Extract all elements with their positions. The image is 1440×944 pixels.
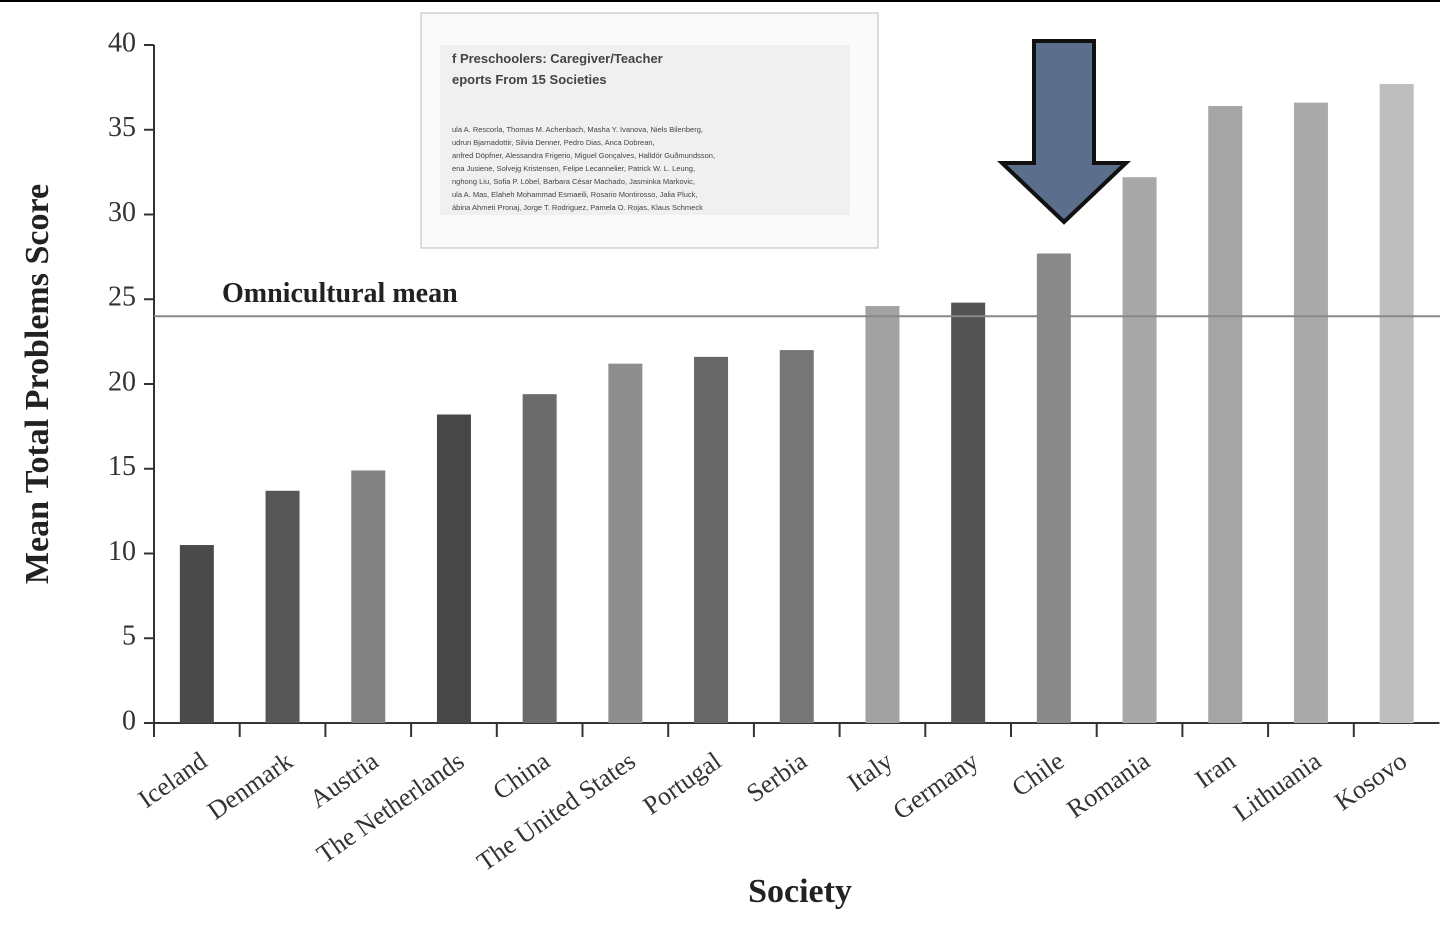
inset-author-line: ula A. Mas, Elaheh Mohammad Esmaeili, Ro… (452, 190, 698, 199)
x-tick-label: Kosovo (1329, 746, 1412, 816)
bar (608, 363, 643, 723)
bar (351, 470, 386, 723)
x-tick-label: Serbia (741, 746, 812, 808)
bar (1208, 106, 1243, 723)
inset-author-line: ula A. Rescorla, Thomas M. Achenbach, Ma… (452, 125, 703, 134)
x-tick-label: Portugal (638, 746, 727, 820)
bar (522, 394, 557, 723)
x-tick-label: Italy (842, 746, 898, 797)
highlight-arrow (996, 39, 1132, 225)
bar (865, 306, 900, 723)
x-axis-title: Society (748, 873, 852, 910)
inset-author-line: ábina Ahmeti Pronaj, Jorge T. Rodriguez,… (452, 203, 703, 212)
bar (951, 302, 986, 723)
x-tick-label: Germany (888, 746, 984, 825)
y-axis-title: Mean Total Problems Score (19, 184, 56, 584)
inset-title: f Preschoolers: Caregiver/Teacher (452, 51, 663, 66)
y-tick-label: 40 (108, 27, 136, 58)
x-tick-label: Romania (1061, 746, 1155, 824)
y-tick-label: 5 (122, 621, 136, 652)
x-tick-label: The Netherlands (311, 746, 469, 869)
bar (179, 545, 214, 723)
bar (1293, 102, 1328, 723)
y-tick-label: 10 (108, 536, 136, 567)
x-tick-label: Lithuania (1228, 746, 1327, 827)
inset-author-line: nghong Liu, Sofia P. Löbel, Barbara Césa… (452, 177, 695, 186)
inset-title: eports From 15 Societies (452, 72, 607, 87)
y-tick-label: 15 (108, 451, 136, 482)
x-tick-label: China (488, 746, 556, 806)
x-tick-label: Iceland (133, 746, 212, 814)
x-tick-label: Chile (1007, 746, 1070, 802)
bar (779, 350, 814, 723)
bar (694, 356, 729, 723)
y-tick-label: 0 (122, 705, 136, 736)
reference-label: Omnicultural mean (222, 278, 458, 309)
bar (1036, 253, 1071, 724)
bar (436, 414, 471, 723)
y-tick-label: 25 (108, 282, 136, 313)
inset-author-line: anfred Döpfner, Alessandra Frigerio, Mig… (452, 151, 715, 160)
x-tick-label: The United States (472, 746, 641, 877)
y-tick-label: 30 (108, 197, 136, 228)
y-tick-label: 20 (108, 366, 136, 397)
bar (265, 490, 300, 723)
y-tick-label: 35 (108, 112, 136, 143)
inset-page (440, 45, 850, 215)
inset-paper: f Preschoolers: Caregiver/Teacher eports… (420, 12, 879, 249)
inset-author-line: udrun Bjarnadottir, Silvia Denner, Pedro… (452, 138, 655, 147)
x-tick-label: Iran (1190, 746, 1241, 794)
bar (1379, 83, 1414, 724)
inset-author-line: ena Jusiene, Solvejg Kristensen, Felipe … (452, 164, 695, 173)
x-tick-label: Denmark (202, 746, 298, 825)
bar (1122, 177, 1157, 723)
